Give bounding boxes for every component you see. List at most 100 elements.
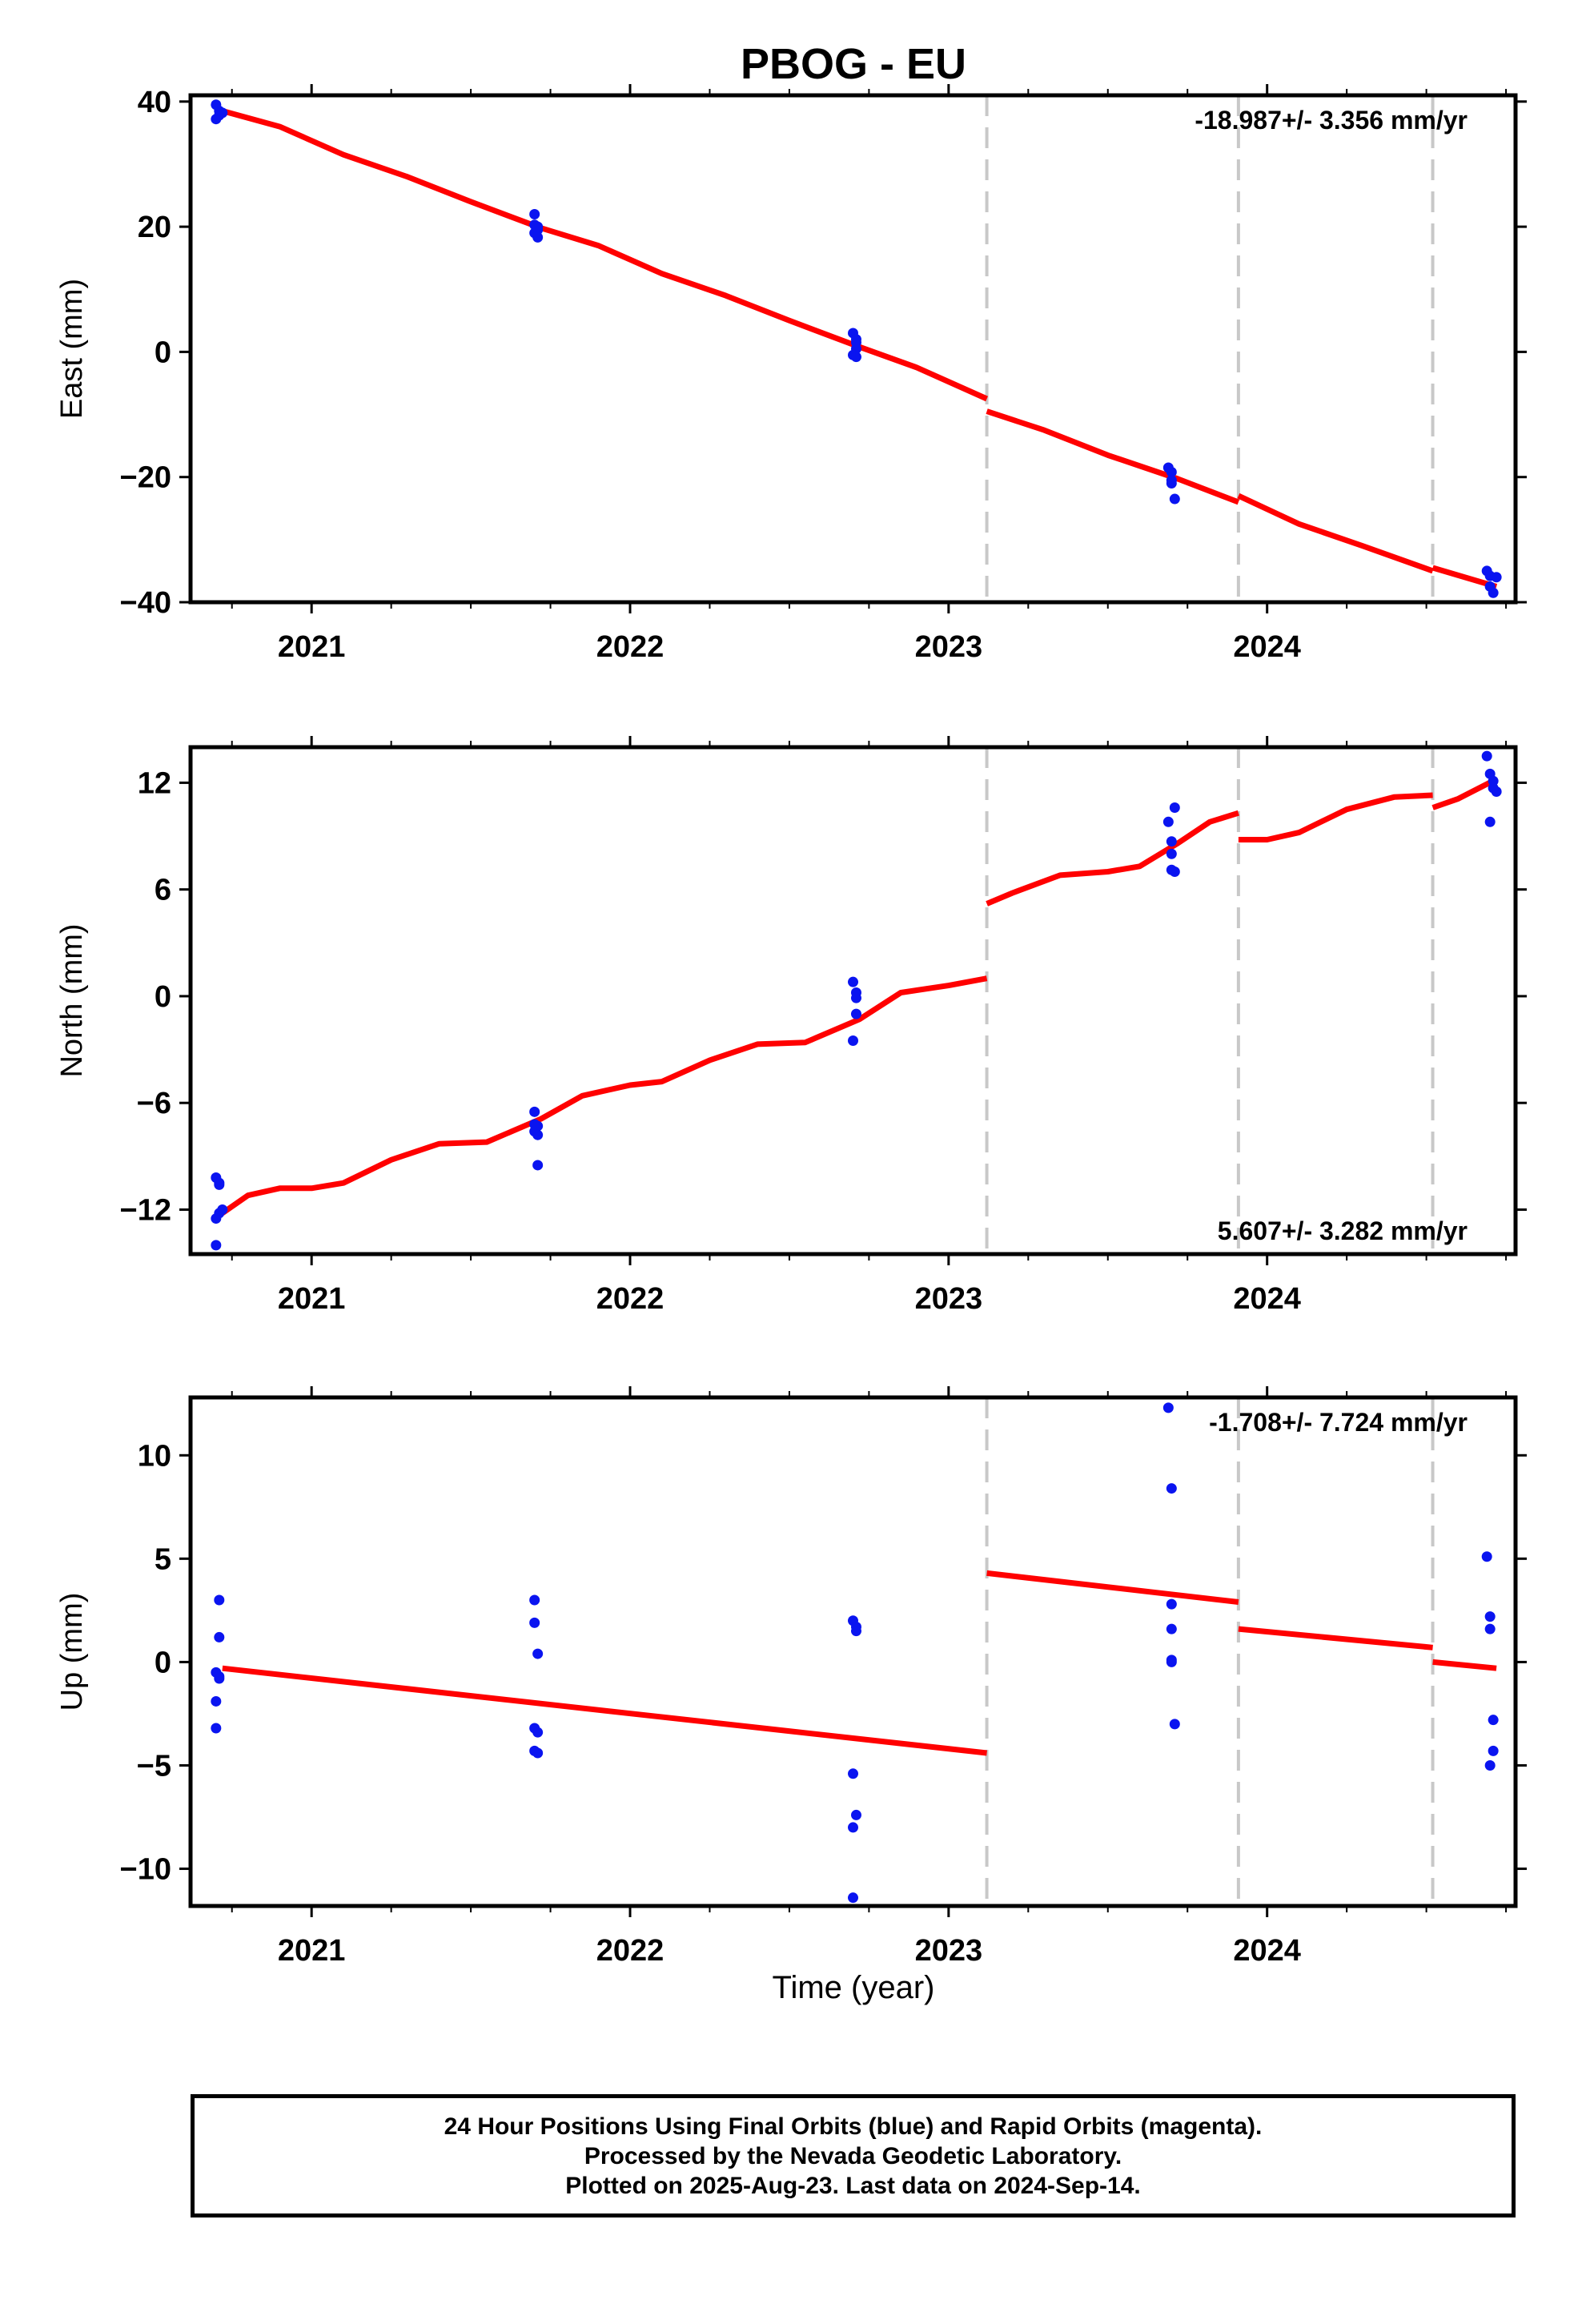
y-axis-label: East (mm) (55, 279, 89, 419)
data-point (1491, 572, 1502, 583)
data-point (211, 1213, 222, 1224)
data-point (1488, 775, 1499, 786)
data-point (1481, 1551, 1492, 1562)
model-fit-line (220, 975, 988, 1216)
model-fit-line (1431, 565, 1498, 589)
data-point (529, 1594, 540, 1606)
x-tick-label: 2023 (915, 1282, 983, 1316)
footer-line-processor: Processed by the Nevada Geodetic Laborat… (584, 2142, 1122, 2169)
y-tick-label: 5 (155, 1542, 171, 1576)
y-tick-label: −10 (120, 1853, 171, 1887)
rate-annotation: -18.987+/- 3.356 mm/yr (1195, 106, 1468, 135)
data-point (850, 1809, 861, 1820)
data-point (1484, 1759, 1496, 1771)
model-fit-line (1432, 1659, 1497, 1671)
data-point (1488, 1745, 1499, 1756)
x-tick-label: 2021 (278, 1282, 346, 1316)
model-fit-line (222, 1665, 987, 1756)
rate-annotation: 5.607+/- 3.282 mm/yr (1218, 1216, 1468, 1245)
x-tick-label: 2024 (1233, 1282, 1301, 1316)
x-axis-label: Time (year) (773, 1970, 935, 2005)
data-point (1162, 1402, 1174, 1413)
footer-caption-box: 24 Hour Positions Using Final Orbits (bl… (191, 2094, 1516, 2217)
data-point (1488, 782, 1499, 794)
data-point (529, 208, 540, 219)
data-point (1484, 581, 1496, 592)
data-point (532, 1727, 544, 1738)
data-point (532, 1648, 544, 1659)
data-point (529, 1106, 540, 1117)
plot-frame (188, 1395, 1518, 1908)
footer-line-orbits: 24 Hour Positions Using Final Orbits (bl… (444, 2113, 1263, 2140)
data-point (211, 114, 222, 125)
data-point (214, 1671, 225, 1682)
data-point (1166, 1623, 1177, 1634)
model-fit-line (1237, 493, 1434, 574)
up-panel: 10 5 0 −5 −10 2021 2022 2023 2024 Up (mm) -1.708+/… (55, 1386, 1527, 1968)
data-point (532, 1747, 544, 1759)
data-point (1166, 475, 1177, 486)
x-tick-label: 2022 (596, 1282, 665, 1316)
model-fit-line (986, 1570, 1239, 1605)
footer-line-plotted: Plotted on 2025-Aug-23. Last data on 202… (565, 2172, 1141, 2199)
y-tick-label: 20 (138, 211, 171, 244)
data-point (1484, 1611, 1496, 1622)
data-point (211, 1695, 222, 1707)
data-point (1166, 1656, 1177, 1667)
y-tick-label: 10 (138, 1439, 171, 1473)
rate-annotation: -1.708+/- 7.724 mm/yr (1209, 1408, 1468, 1437)
y-axis-label: Up (mm) (55, 1593, 89, 1711)
data-point (217, 107, 228, 119)
chart-title: PBOG - EU (741, 40, 966, 88)
data-point (1169, 1719, 1180, 1730)
model-fit-line (986, 408, 1240, 505)
data-point (1162, 816, 1174, 827)
data-point (848, 976, 858, 987)
data-point (848, 1822, 858, 1833)
data-point (214, 1594, 225, 1606)
data-point (532, 1160, 544, 1171)
model-fit-line (1238, 1626, 1433, 1651)
y-tick-label: 0 (155, 1646, 171, 1679)
plot-frame (188, 93, 1518, 605)
data-point (1166, 466, 1177, 477)
model-fit-line (986, 810, 1239, 907)
data-point (211, 1723, 222, 1734)
x-tick-label: 2023 (915, 1934, 983, 1968)
y-tick-label: 12 (138, 766, 171, 800)
y-tick-label: −20 (120, 461, 171, 495)
model-fit-line (1431, 776, 1498, 810)
data-point (850, 1622, 861, 1633)
data-point (529, 1617, 540, 1628)
data-point (1166, 1598, 1177, 1610)
data-point (848, 1768, 858, 1779)
data-point (1484, 1623, 1496, 1634)
data-point (1166, 864, 1177, 875)
data-point (1169, 493, 1180, 505)
y-tick-label: 0 (155, 336, 171, 369)
data-point (214, 1631, 225, 1642)
east-panel: 40 20 0 −20 −40 2021 2022 2023 2024 East (mm) -18.… (55, 84, 1527, 664)
data-point (1166, 1483, 1177, 1494)
data-point (850, 1008, 861, 1019)
plot-frame (188, 745, 1518, 1256)
data-point (532, 221, 544, 232)
data-point (1166, 836, 1177, 847)
model-fit-line (221, 108, 989, 402)
x-tick-label: 2021 (278, 1934, 346, 1968)
data-point (848, 1892, 858, 1904)
x-tick-label: 2022 (596, 630, 665, 664)
y-tick-label: 40 (138, 86, 171, 119)
data-point (532, 1120, 544, 1132)
y-axis-label: North (mm) (55, 923, 89, 1077)
data-point (211, 1240, 222, 1251)
y-tick-label: 0 (155, 980, 171, 1014)
x-tick-label: 2024 (1233, 630, 1301, 664)
data-point (217, 1204, 228, 1215)
x-tick-label: 2024 (1233, 1934, 1301, 1968)
y-tick-label: −5 (137, 1749, 171, 1783)
data-point (848, 1035, 858, 1046)
model-fit-line (1238, 792, 1433, 842)
y-tick-label: −12 (120, 1193, 171, 1227)
